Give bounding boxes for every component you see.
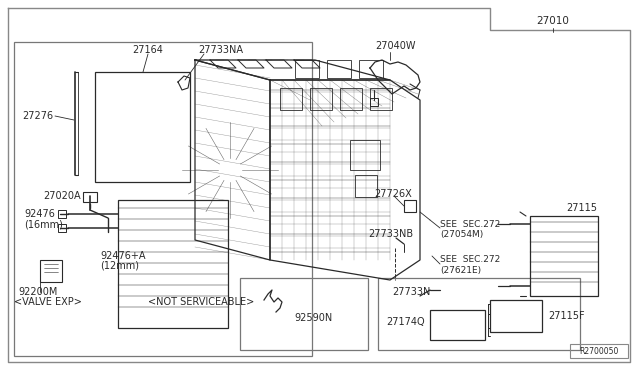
- Text: 27733NA: 27733NA: [198, 45, 243, 55]
- Bar: [404, 200, 416, 212]
- Bar: [58, 224, 66, 232]
- Bar: [370, 98, 378, 106]
- Text: (27054M): (27054M): [440, 230, 483, 238]
- Text: <NOT SERVICEABLE>: <NOT SERVICEABLE>: [148, 297, 254, 307]
- Text: 27726X: 27726X: [374, 189, 412, 199]
- Bar: [280, 88, 302, 110]
- Bar: [295, 60, 319, 78]
- Bar: [83, 192, 97, 202]
- Text: 27733NB: 27733NB: [368, 229, 413, 239]
- Bar: [240, 278, 368, 350]
- Text: 27174Q: 27174Q: [386, 317, 424, 327]
- Text: (27621E): (27621E): [440, 266, 481, 275]
- Text: 27115: 27115: [566, 203, 597, 213]
- Text: 27010: 27010: [536, 16, 570, 26]
- Bar: [310, 88, 332, 110]
- Bar: [370, 88, 392, 110]
- Bar: [58, 210, 66, 218]
- Text: 27733N: 27733N: [392, 287, 430, 297]
- Text: 27276: 27276: [22, 111, 53, 121]
- Bar: [570, 344, 628, 358]
- Text: SEE  SEC.272: SEE SEC.272: [440, 219, 500, 228]
- Text: 92200M: 92200M: [18, 287, 58, 297]
- Bar: [530, 216, 598, 296]
- Bar: [95, 72, 190, 182]
- Text: 27115F: 27115F: [548, 311, 584, 321]
- Bar: [350, 140, 380, 170]
- Bar: [340, 88, 362, 110]
- Text: <VALVE EXP>: <VALVE EXP>: [14, 297, 82, 307]
- Bar: [355, 175, 377, 197]
- Bar: [40, 260, 62, 282]
- Bar: [430, 310, 485, 340]
- Text: 27020A: 27020A: [43, 191, 81, 201]
- Text: 27040W: 27040W: [375, 41, 415, 51]
- Bar: [14, 42, 312, 356]
- Bar: [118, 200, 228, 328]
- Bar: [327, 60, 351, 78]
- Text: 92590N: 92590N: [294, 313, 332, 323]
- Bar: [378, 278, 580, 350]
- Text: (16mm): (16mm): [24, 219, 63, 229]
- Bar: [490, 300, 542, 332]
- Text: 92476+A: 92476+A: [100, 251, 145, 261]
- Bar: [359, 60, 383, 78]
- Text: 92476: 92476: [24, 209, 55, 219]
- Text: SEE  SEC.272: SEE SEC.272: [440, 256, 500, 264]
- Text: (12mm): (12mm): [100, 261, 139, 271]
- Text: 27164: 27164: [132, 45, 163, 55]
- Text: R2700050: R2700050: [579, 346, 619, 356]
